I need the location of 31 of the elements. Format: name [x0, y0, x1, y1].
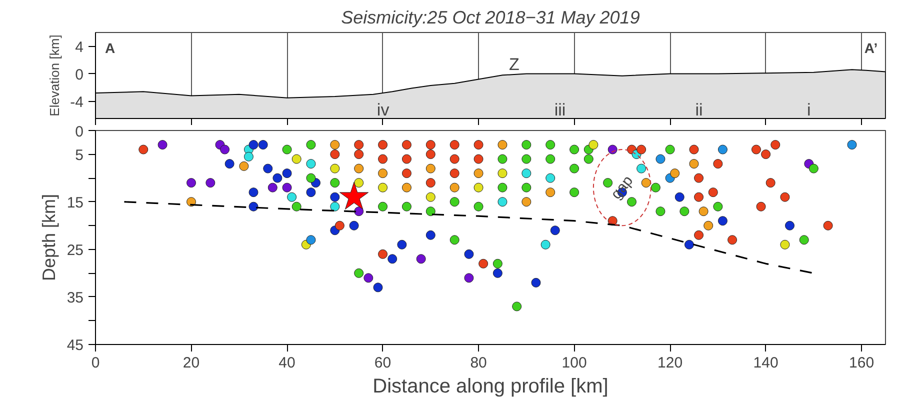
x-tick-label: 100: [562, 354, 587, 372]
annotation: gap: [608, 172, 637, 203]
y-tick-label: 25: [66, 242, 84, 259]
x-tick-label: 120: [658, 354, 683, 372]
y-tick-label: 5: [75, 146, 84, 164]
y-tick-label: 15: [66, 194, 84, 212]
y-tick-label: 0: [75, 66, 84, 84]
x-tick-label: 40: [278, 354, 296, 372]
y-tick-label: 0: [75, 124, 84, 140]
x-tick-label: 20: [182, 354, 200, 372]
y-tick-label: -4: [70, 94, 84, 111]
x-tick-label: 80: [470, 354, 487, 372]
y-tick-label: 35: [66, 289, 84, 306]
y-axis-title: Depth [km]: [38, 194, 59, 282]
annotation: i: [806, 100, 811, 120]
annotation: iv: [376, 100, 390, 120]
x-tick-label: 60: [374, 354, 392, 372]
annotation: Z: [509, 54, 520, 74]
line-series: [123, 201, 814, 274]
annotation: ii: [695, 100, 703, 120]
annotation: iii: [554, 100, 566, 120]
x-axis-title: Distance along profile [km]: [372, 376, 608, 398]
y-axis-title: Elevation [km]: [47, 34, 62, 116]
x-tick-label: 160: [849, 354, 874, 372]
x-tick-label: 140: [753, 354, 778, 372]
x-tick-label: 0: [91, 354, 100, 372]
annotation: A’: [864, 40, 878, 56]
y-tick-label: 45: [66, 337, 84, 354]
chart-title: Seismicity:25 Oct 2018−31 May 2019: [341, 8, 640, 28]
annotation: A: [104, 40, 116, 56]
y-tick-label: 4: [75, 38, 84, 56]
